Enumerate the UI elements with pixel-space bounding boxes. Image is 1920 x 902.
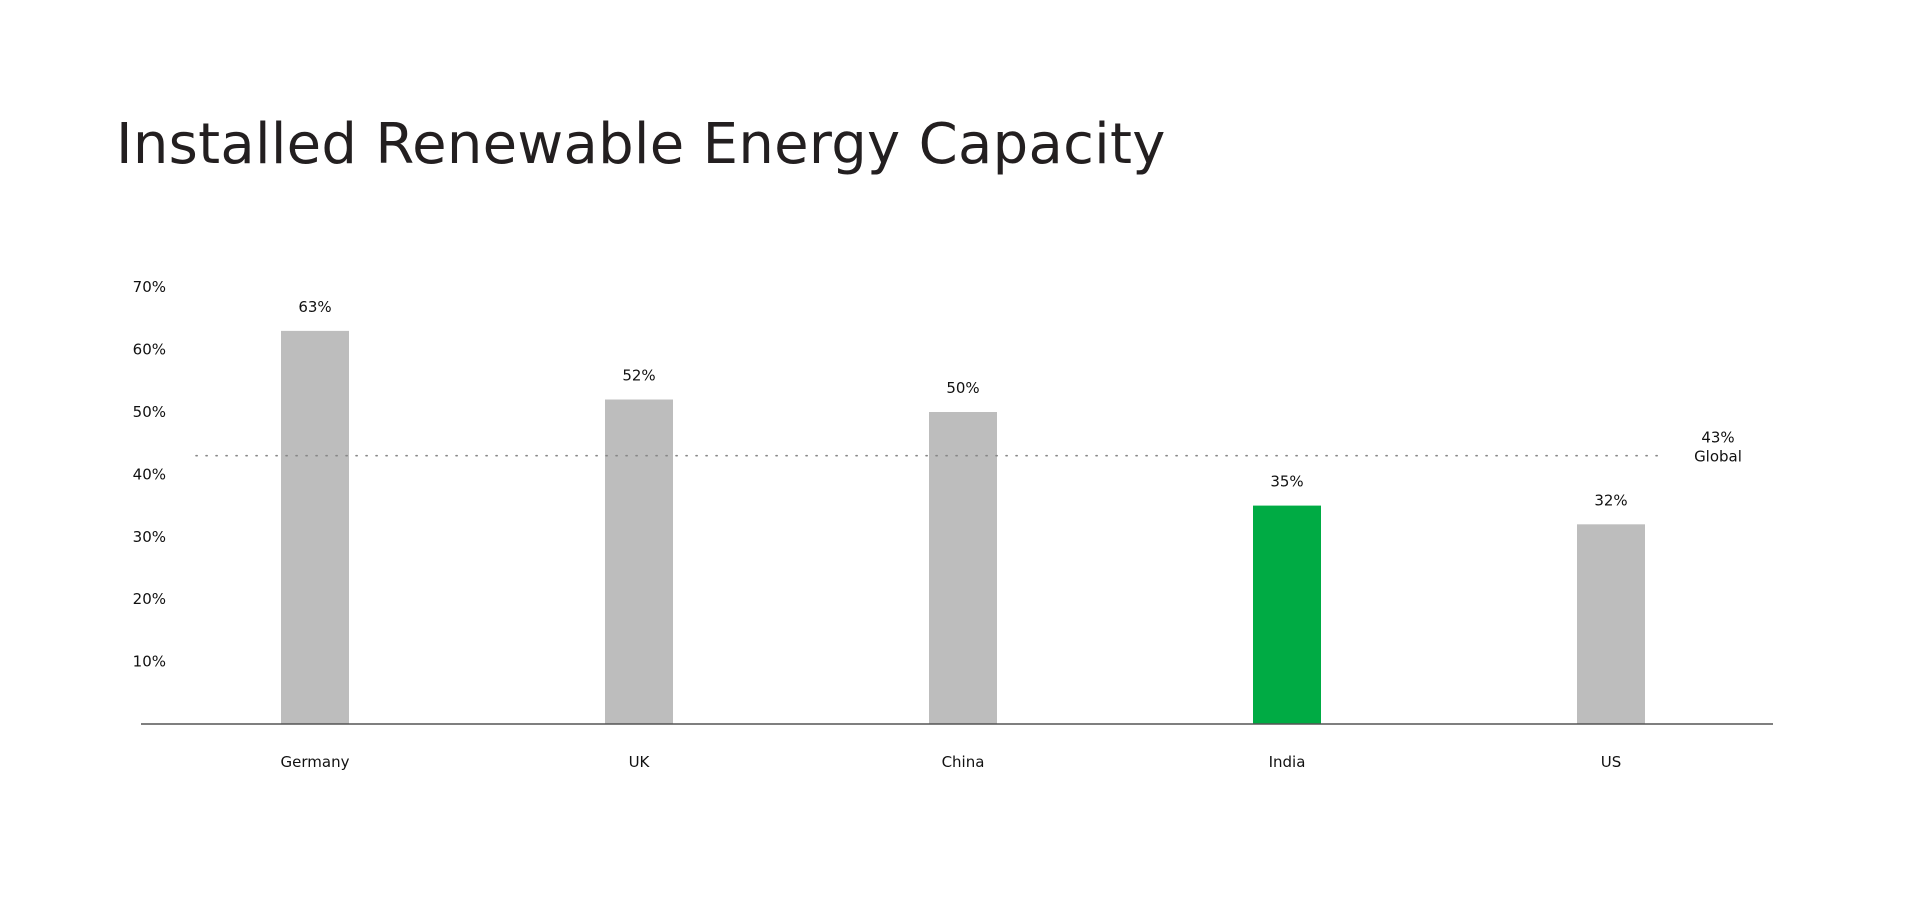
y-tick-label: 10% [133,653,166,671]
category-label: UK [629,753,651,771]
bar-germany [281,330,349,724]
value-label: 52% [622,367,655,385]
y-tick-label: 50% [133,403,166,421]
chart-title: Installed Renewable Energy Capacity [116,112,1166,177]
y-tick-label: 40% [133,465,166,483]
global-reference-label: Global [1694,448,1742,466]
value-label: 32% [1594,491,1627,509]
value-label: 63% [298,298,331,316]
bar-uk [605,399,673,724]
bar-china [929,412,997,724]
value-label: 35% [1270,473,1303,491]
y-tick-label: 60% [133,341,166,359]
y-tick-label: 70% [133,278,166,296]
category-label: Germany [281,753,350,771]
bar-india [1253,505,1321,724]
y-tick-label: 20% [133,590,166,608]
global-reference-value: 43% [1701,429,1734,447]
category-label: India [1269,753,1306,771]
category-label: China [942,753,985,771]
y-tick-label: 30% [133,528,166,546]
value-label: 50% [946,379,979,397]
bar-us [1577,524,1645,724]
category-label: US [1601,753,1622,771]
